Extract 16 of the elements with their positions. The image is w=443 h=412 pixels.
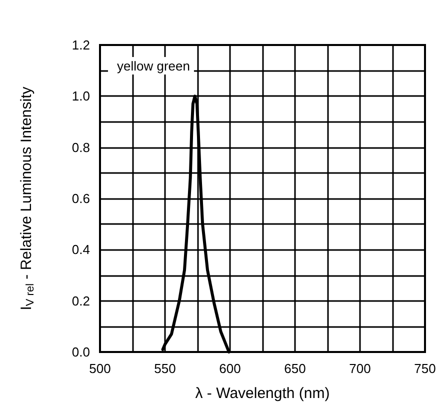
y-tick-label: 0.0	[72, 344, 90, 360]
y-tick-label: 0.4	[72, 242, 90, 258]
y-tick-label: 1.0	[72, 88, 90, 104]
x-tick-label: 750	[414, 361, 436, 376]
x-tick-label: 650	[284, 361, 306, 376]
y-tick-label: 1.2	[72, 38, 90, 52]
x-tick-label: 600	[219, 361, 241, 376]
series-label: yellow green	[117, 58, 190, 74]
y-tick-label: 0.6	[72, 191, 90, 206]
y-axis-title: IV rel - Relative Luminous Intensity	[18, 86, 36, 310]
x-tick-label: 550	[154, 361, 176, 376]
x-axis-title: λ - Wavelength (nm)	[195, 385, 330, 402]
x-tick-label: 500	[89, 361, 111, 376]
y-tick-label: 0.8	[72, 140, 90, 155]
y-tick-label: 0.2	[72, 293, 90, 308]
x-tick-label: 700	[349, 361, 371, 376]
